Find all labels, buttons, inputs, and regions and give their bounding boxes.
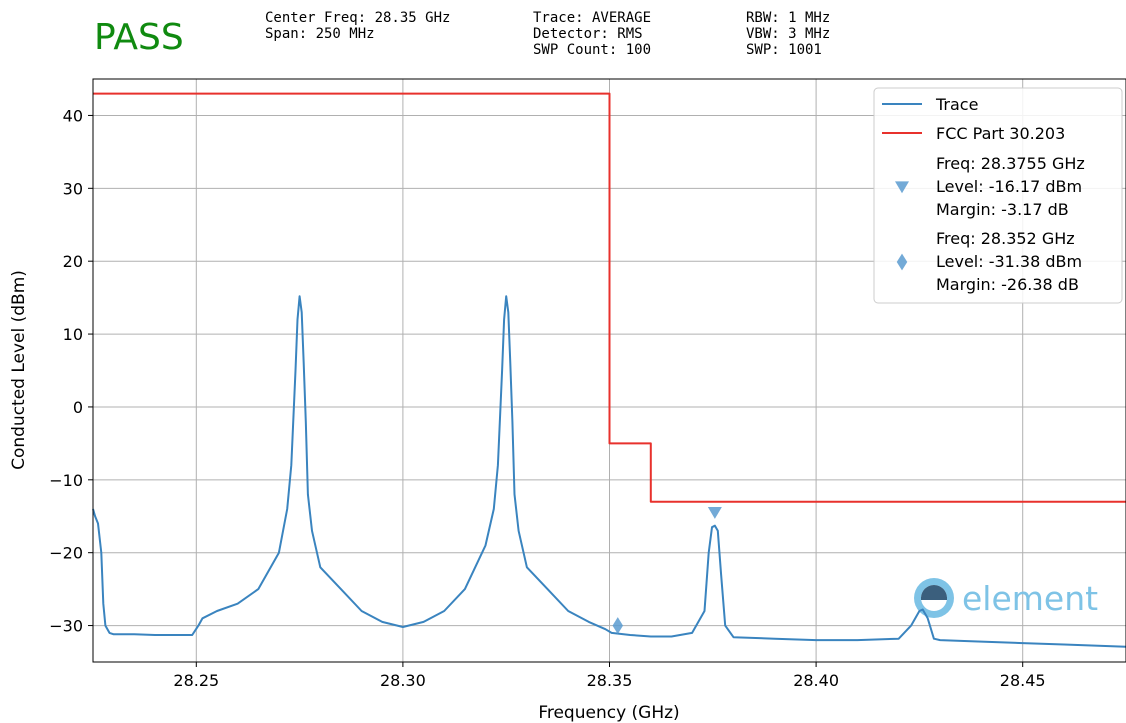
pass-status: PASS <box>94 17 184 58</box>
legend-marker-text: Freq: 28.3755 GHz <box>936 154 1085 173</box>
header-detector: Detector: RMS <box>533 26 643 42</box>
header-rbw: RBW: 1 MHz <box>746 10 831 26</box>
logo-cap <box>921 585 947 598</box>
header-swp: SWP: 1001 <box>746 42 822 58</box>
y-tick-label: 10 <box>63 325 83 344</box>
legend-entry: FCC Part 30.203 <box>936 124 1065 143</box>
header-swp-count: SWP Count: 100 <box>533 42 652 58</box>
tick-layer: 28.25 28.30 28.35 28.40 28.45 −30 −20 −10 0 10 20 3… <box>49 106 1045 690</box>
header-col-trace: Trace: AVERAGE Detector: RMS SWP Count: 10… <box>533 10 651 58</box>
y-tick-label: 20 <box>63 252 83 271</box>
y-tick-label: −10 <box>49 471 83 490</box>
legend: Trace FCC Part 30.203 Freq: 28.3755 GHz Lev… <box>873 87 1123 304</box>
y-tick-label: 30 <box>63 179 83 198</box>
legend-marker-text: Level: -16.17 dBm <box>936 177 1082 196</box>
peak-marker-triangle <box>707 507 722 519</box>
y-tick-label: −20 <box>49 544 83 563</box>
header-trace: Trace: AVERAGE <box>533 10 652 26</box>
header-col-frequency: Center Freq: 28.35 GHz Span: 250 MHz <box>265 10 450 42</box>
legend-marker-text: Freq: 28.352 GHz <box>936 229 1075 248</box>
legend-marker-text: Level: -31.38 dBm <box>936 252 1082 271</box>
x-tick-label: 28.45 <box>1000 671 1046 690</box>
element-logo: element <box>914 578 1098 618</box>
header-span: Span: 250 MHz <box>265 26 375 42</box>
y-tick-label: 0 <box>73 398 83 417</box>
logo-text: element <box>962 579 1098 618</box>
logo-bar <box>921 597 947 600</box>
y-tick-label: −30 <box>49 617 83 636</box>
series-layer <box>92 92 1126 648</box>
header-center-freq: Center Freq: 28.35 GHz <box>265 10 451 26</box>
trace-line <box>92 295 1126 648</box>
peak-marker-diamond <box>612 617 624 634</box>
legend-marker-symbol <box>896 253 908 271</box>
y-tick-label: 40 <box>63 106 83 125</box>
legend-marker-symbol <box>895 181 909 194</box>
x-tick-label: 28.35 <box>587 671 633 690</box>
legend-marker-text: Margin: -26.38 dB <box>936 275 1079 294</box>
legend-marker-text: Margin: -3.17 dB <box>936 200 1069 219</box>
header-vbw: VBW: 3 MHz <box>746 26 831 42</box>
header-col-bandwidth: RBW: 1 MHz VBW: 3 MHz SWP: 1001 <box>746 10 830 58</box>
y-axis-label: Conducted Level (dBm) <box>9 270 29 470</box>
x-tick-label: 28.40 <box>793 671 839 690</box>
marker-layer <box>612 507 722 634</box>
fcc-limit-line <box>93 92 1126 503</box>
legend-entry: Trace <box>935 95 978 114</box>
legend-box <box>873 87 1123 304</box>
x-axis-label: Frequency (GHz) <box>538 703 679 723</box>
x-tick-label: 28.30 <box>380 671 426 690</box>
x-tick-label: 28.25 <box>173 671 219 690</box>
